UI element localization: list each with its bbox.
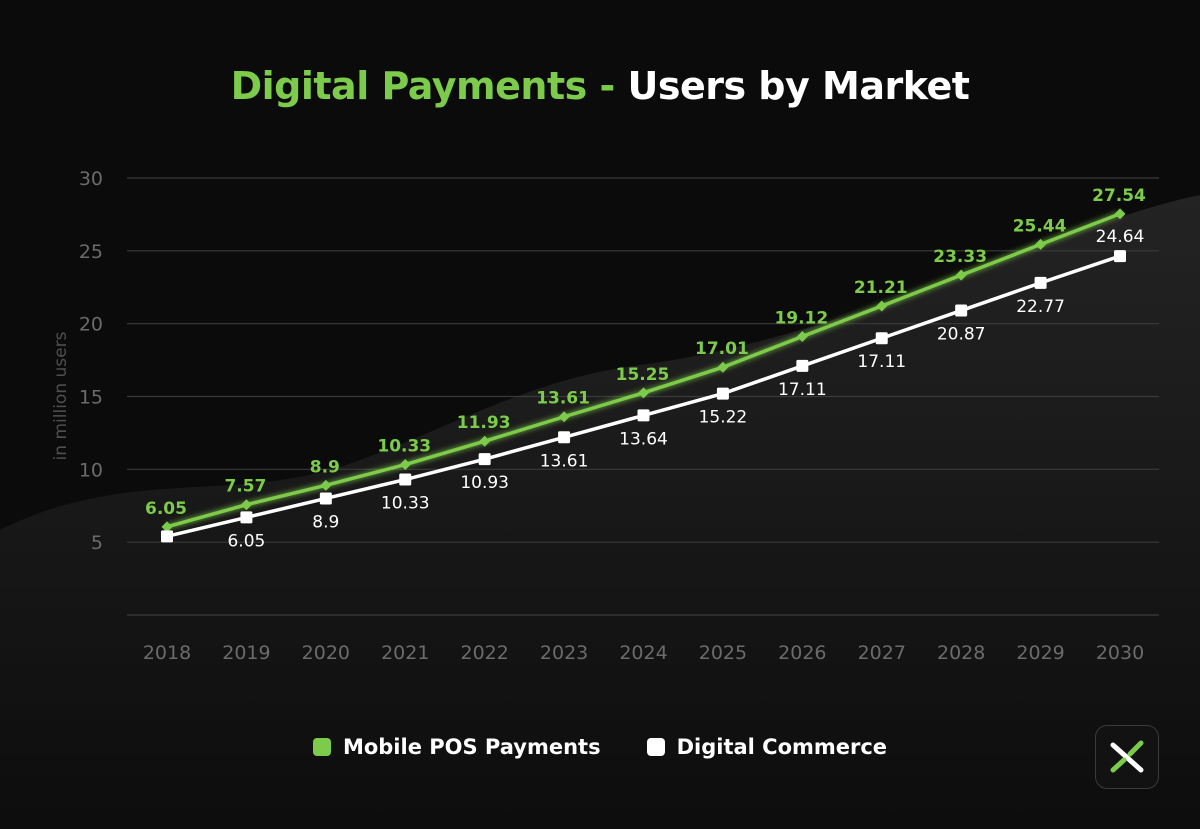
- chart-title: Digital Payments - Users by Market: [0, 64, 1200, 108]
- data-label-digital-commerce: 15.22: [699, 408, 748, 428]
- data-point-digital-commerce: [875, 332, 888, 345]
- data-label-mobile-pos: 17.01: [695, 339, 749, 359]
- x-tick-label: 2019: [222, 642, 270, 664]
- data-point-mobile-pos: [796, 330, 808, 342]
- x-tick-label: 2024: [619, 642, 667, 664]
- x-tick-label: 2023: [540, 642, 588, 664]
- data-point-digital-commerce: [1114, 250, 1126, 263]
- data-point-mobile-pos: [399, 459, 411, 471]
- chart-legend: Mobile POS Payments Digital Commerce: [0, 735, 1200, 759]
- data-point-mobile-pos: [1114, 208, 1126, 220]
- data-label-digital-commerce: 22.77: [1016, 297, 1065, 317]
- legend-swatch-white: [646, 738, 665, 756]
- data-point-mobile-pos: [876, 300, 888, 312]
- data-point-digital-commerce: [796, 359, 809, 372]
- x-tick-label: 2018: [143, 642, 191, 664]
- y-tick-label: 10: [79, 459, 103, 481]
- y-tick-label: 25: [79, 241, 103, 263]
- data-label-digital-commerce: 13.61: [540, 451, 589, 471]
- data-point-digital-commerce: [1034, 276, 1047, 289]
- x-tick-label: 2025: [699, 642, 747, 664]
- legend-label-digital-commerce: Digital Commerce: [676, 735, 888, 759]
- legend-swatch-green: [312, 738, 331, 756]
- brand-x-logo-icon: [1095, 725, 1159, 789]
- data-label-mobile-pos: 21.21: [854, 278, 908, 298]
- data-point-mobile-pos: [955, 269, 967, 281]
- y-tick-label: 5: [91, 532, 103, 554]
- data-point-digital-commerce: [558, 431, 571, 444]
- data-label-digital-commerce: 10.33: [381, 494, 430, 514]
- data-point-mobile-pos: [638, 387, 649, 399]
- legend-label-mobile-pos: Mobile POS Payments: [342, 735, 601, 759]
- y-axis-label: in million users: [51, 331, 71, 460]
- data-label-digital-commerce: 13.64: [619, 429, 668, 449]
- y-tick-label: 15: [79, 387, 103, 409]
- data-label-mobile-pos: 27.54: [1092, 186, 1146, 206]
- data-label-digital-commerce: 17.11: [778, 380, 827, 400]
- data-label-digital-commerce: 6.05: [227, 531, 265, 551]
- x-tick-label: 2021: [381, 642, 429, 664]
- x-tick-label: 2029: [1016, 642, 1064, 664]
- x-tick-label: 2030: [1096, 642, 1144, 664]
- data-point-mobile-pos: [558, 411, 570, 423]
- data-point-mobile-pos: [1035, 238, 1047, 250]
- data-label-digital-commerce: 24.64: [1096, 227, 1145, 247]
- x-tick-label: 2022: [460, 642, 508, 664]
- data-label-digital-commerce: 8.9: [312, 512, 339, 532]
- data-point-digital-commerce: [240, 511, 253, 524]
- data-label-mobile-pos: 19.12: [774, 308, 828, 328]
- data-label-digital-commerce: 20.87: [937, 325, 986, 345]
- data-label-mobile-pos: 6.05: [145, 499, 187, 519]
- data-point-mobile-pos: [161, 521, 173, 533]
- data-point-digital-commerce: [716, 387, 729, 400]
- y-tick-label: 20: [79, 314, 103, 336]
- data-label-mobile-pos: 10.33: [377, 437, 431, 457]
- data-label-digital-commerce: 10.93: [460, 473, 509, 493]
- data-point-mobile-pos: [717, 361, 729, 373]
- data-label-mobile-pos: 7.57: [224, 477, 266, 497]
- x-tick-label: 2026: [778, 642, 826, 664]
- data-point-digital-commerce: [161, 530, 173, 543]
- legend-item-mobile-pos: Mobile POS Payments: [312, 735, 601, 759]
- data-point-digital-commerce: [637, 409, 650, 422]
- data-label-mobile-pos: 15.25: [616, 365, 670, 385]
- chart-title-secondary: Users by Market: [627, 64, 970, 108]
- y-tick-label: 30: [79, 168, 103, 190]
- data-label-mobile-pos: 11.93: [457, 413, 511, 433]
- data-point-mobile-pos: [479, 435, 491, 447]
- data-label-mobile-pos: 25.44: [1013, 216, 1067, 236]
- data-point-digital-commerce: [319, 492, 332, 505]
- data-label-mobile-pos: 13.61: [536, 389, 590, 409]
- data-point-digital-commerce: [955, 304, 968, 317]
- legend-item-digital-commerce: Digital Commerce: [646, 735, 888, 759]
- data-label-mobile-pos: 8.9: [310, 457, 340, 477]
- data-point-digital-commerce: [478, 453, 491, 466]
- x-tick-label: 2028: [937, 642, 985, 664]
- data-point-digital-commerce: [399, 473, 412, 486]
- chart-title-primary: Digital Payments -: [230, 64, 628, 108]
- data-point-mobile-pos: [320, 479, 332, 491]
- x-tick-label: 2027: [858, 642, 906, 664]
- data-label-mobile-pos: 23.33: [933, 247, 987, 267]
- x-tick-label: 2020: [302, 642, 350, 664]
- data-label-digital-commerce: 17.11: [857, 352, 906, 372]
- data-point-mobile-pos: [240, 499, 252, 511]
